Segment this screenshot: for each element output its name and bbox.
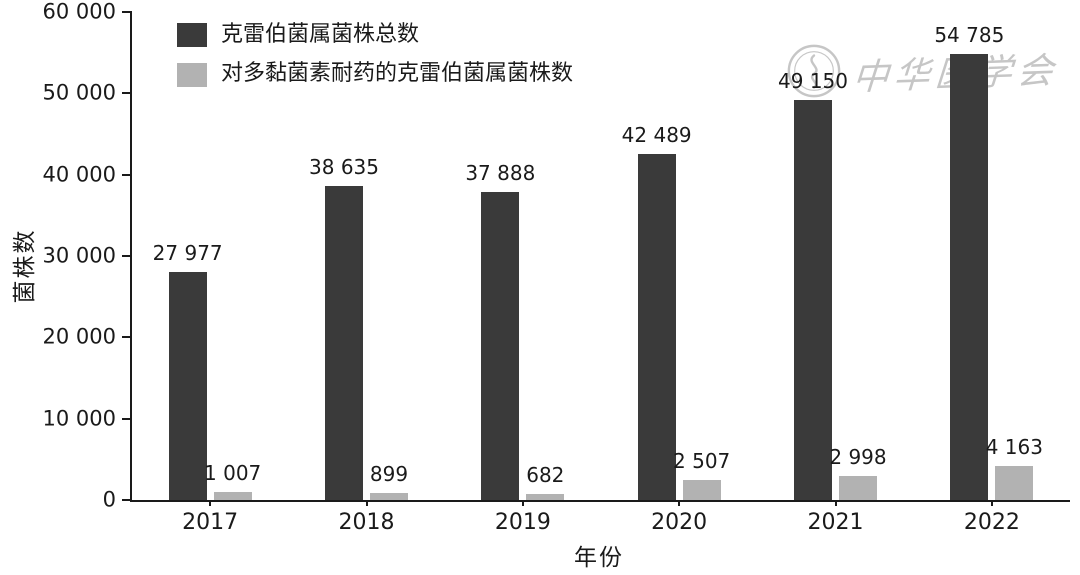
bar-value-label: 42 489 <box>621 123 692 148</box>
x-tick-mark <box>834 500 837 506</box>
bar-total-2021 <box>794 100 832 500</box>
legend-swatch-resistant <box>177 62 207 87</box>
x-tick-mark <box>521 500 524 506</box>
x-tick-label: 2022 <box>963 510 1020 535</box>
x-tick-mark <box>990 500 993 506</box>
bar-resistant-2017 <box>213 491 252 500</box>
y-tick-mark <box>122 173 132 176</box>
y-tick-label: 10 000 <box>42 406 116 431</box>
bar-value-label: 899 <box>369 461 409 486</box>
legend-swatch-total <box>177 23 207 48</box>
y-tick-mark <box>122 92 132 95</box>
bar-value-label: 2 507 <box>673 448 731 473</box>
bar-value-label: 1 007 <box>204 460 262 485</box>
bar-value-label: 49 150 <box>778 69 848 94</box>
y-tick-mark <box>122 499 132 501</box>
plot-area: 克雷伯菌属菌株总数 对多黏菌素耐药的克雷伯菌属菌株数 中华医学会 010 000… <box>43 1 1070 534</box>
x-tick-label: 2021 <box>807 510 864 535</box>
y-tick-label: 40 000 <box>42 162 116 187</box>
y-tick-mark <box>122 417 132 420</box>
bar-resistant-2019 <box>526 494 565 500</box>
x-tick-label: 2017 <box>182 510 239 535</box>
bar-resistant-2018 <box>370 492 408 500</box>
y-tick-label: 30 000 <box>42 243 116 268</box>
x-tick-mark <box>365 500 368 506</box>
bar-value-label: 54 785 <box>934 23 1005 48</box>
y-tick-mark <box>122 11 132 13</box>
y-tick-label: 20 000 <box>42 324 116 349</box>
x-tick-label: 2019 <box>494 510 551 535</box>
bar-resistant-2021 <box>839 475 877 500</box>
y-axis-title: 菌株数 <box>12 228 38 304</box>
bar-resistant-2020 <box>682 479 721 500</box>
y-tick-label: 50 000 <box>42 80 116 105</box>
bar-value-label: 2 998 <box>829 444 887 469</box>
legend: 克雷伯菌属菌株总数 对多黏菌素耐药的克雷伯菌属菌株数 <box>177 22 573 88</box>
bar-value-label: 38 635 <box>309 154 379 179</box>
y-tick-mark <box>122 255 132 257</box>
legend-item-resistant: 对多黏菌素耐药的克雷伯菌属菌株数 <box>177 61 573 87</box>
x-axis-title: 年份 <box>574 545 624 571</box>
legend-item-total: 克雷伯菌属菌株总数 <box>177 22 573 48</box>
y-tick-label: 0 <box>102 487 116 512</box>
y-tick-mark <box>122 336 132 339</box>
bar-value-label: 27 977 <box>152 241 223 266</box>
bar-total-2022 <box>950 54 989 500</box>
x-tick-label: 2020 <box>651 510 708 535</box>
bar-resistant-2022 <box>995 466 1034 500</box>
bar-total-2017 <box>168 272 207 500</box>
bar-total-2020 <box>637 154 676 500</box>
x-tick-label: 2018 <box>338 510 395 535</box>
x-tick-mark <box>678 500 681 506</box>
bar-value-label: 37 888 <box>465 160 536 185</box>
bar-value-label: 4 163 <box>985 435 1043 460</box>
bar-total-2019 <box>481 191 520 500</box>
x-tick-mark <box>209 500 212 506</box>
bar-total-2018 <box>325 185 363 500</box>
legend-label-total: 克雷伯菌属菌株总数 <box>221 22 420 47</box>
y-tick-label: 60 000 <box>42 0 116 24</box>
bar-value-label: 682 <box>526 463 565 488</box>
legend-label-resistant: 对多黏菌素耐药的克雷伯菌属菌株数 <box>221 61 574 87</box>
